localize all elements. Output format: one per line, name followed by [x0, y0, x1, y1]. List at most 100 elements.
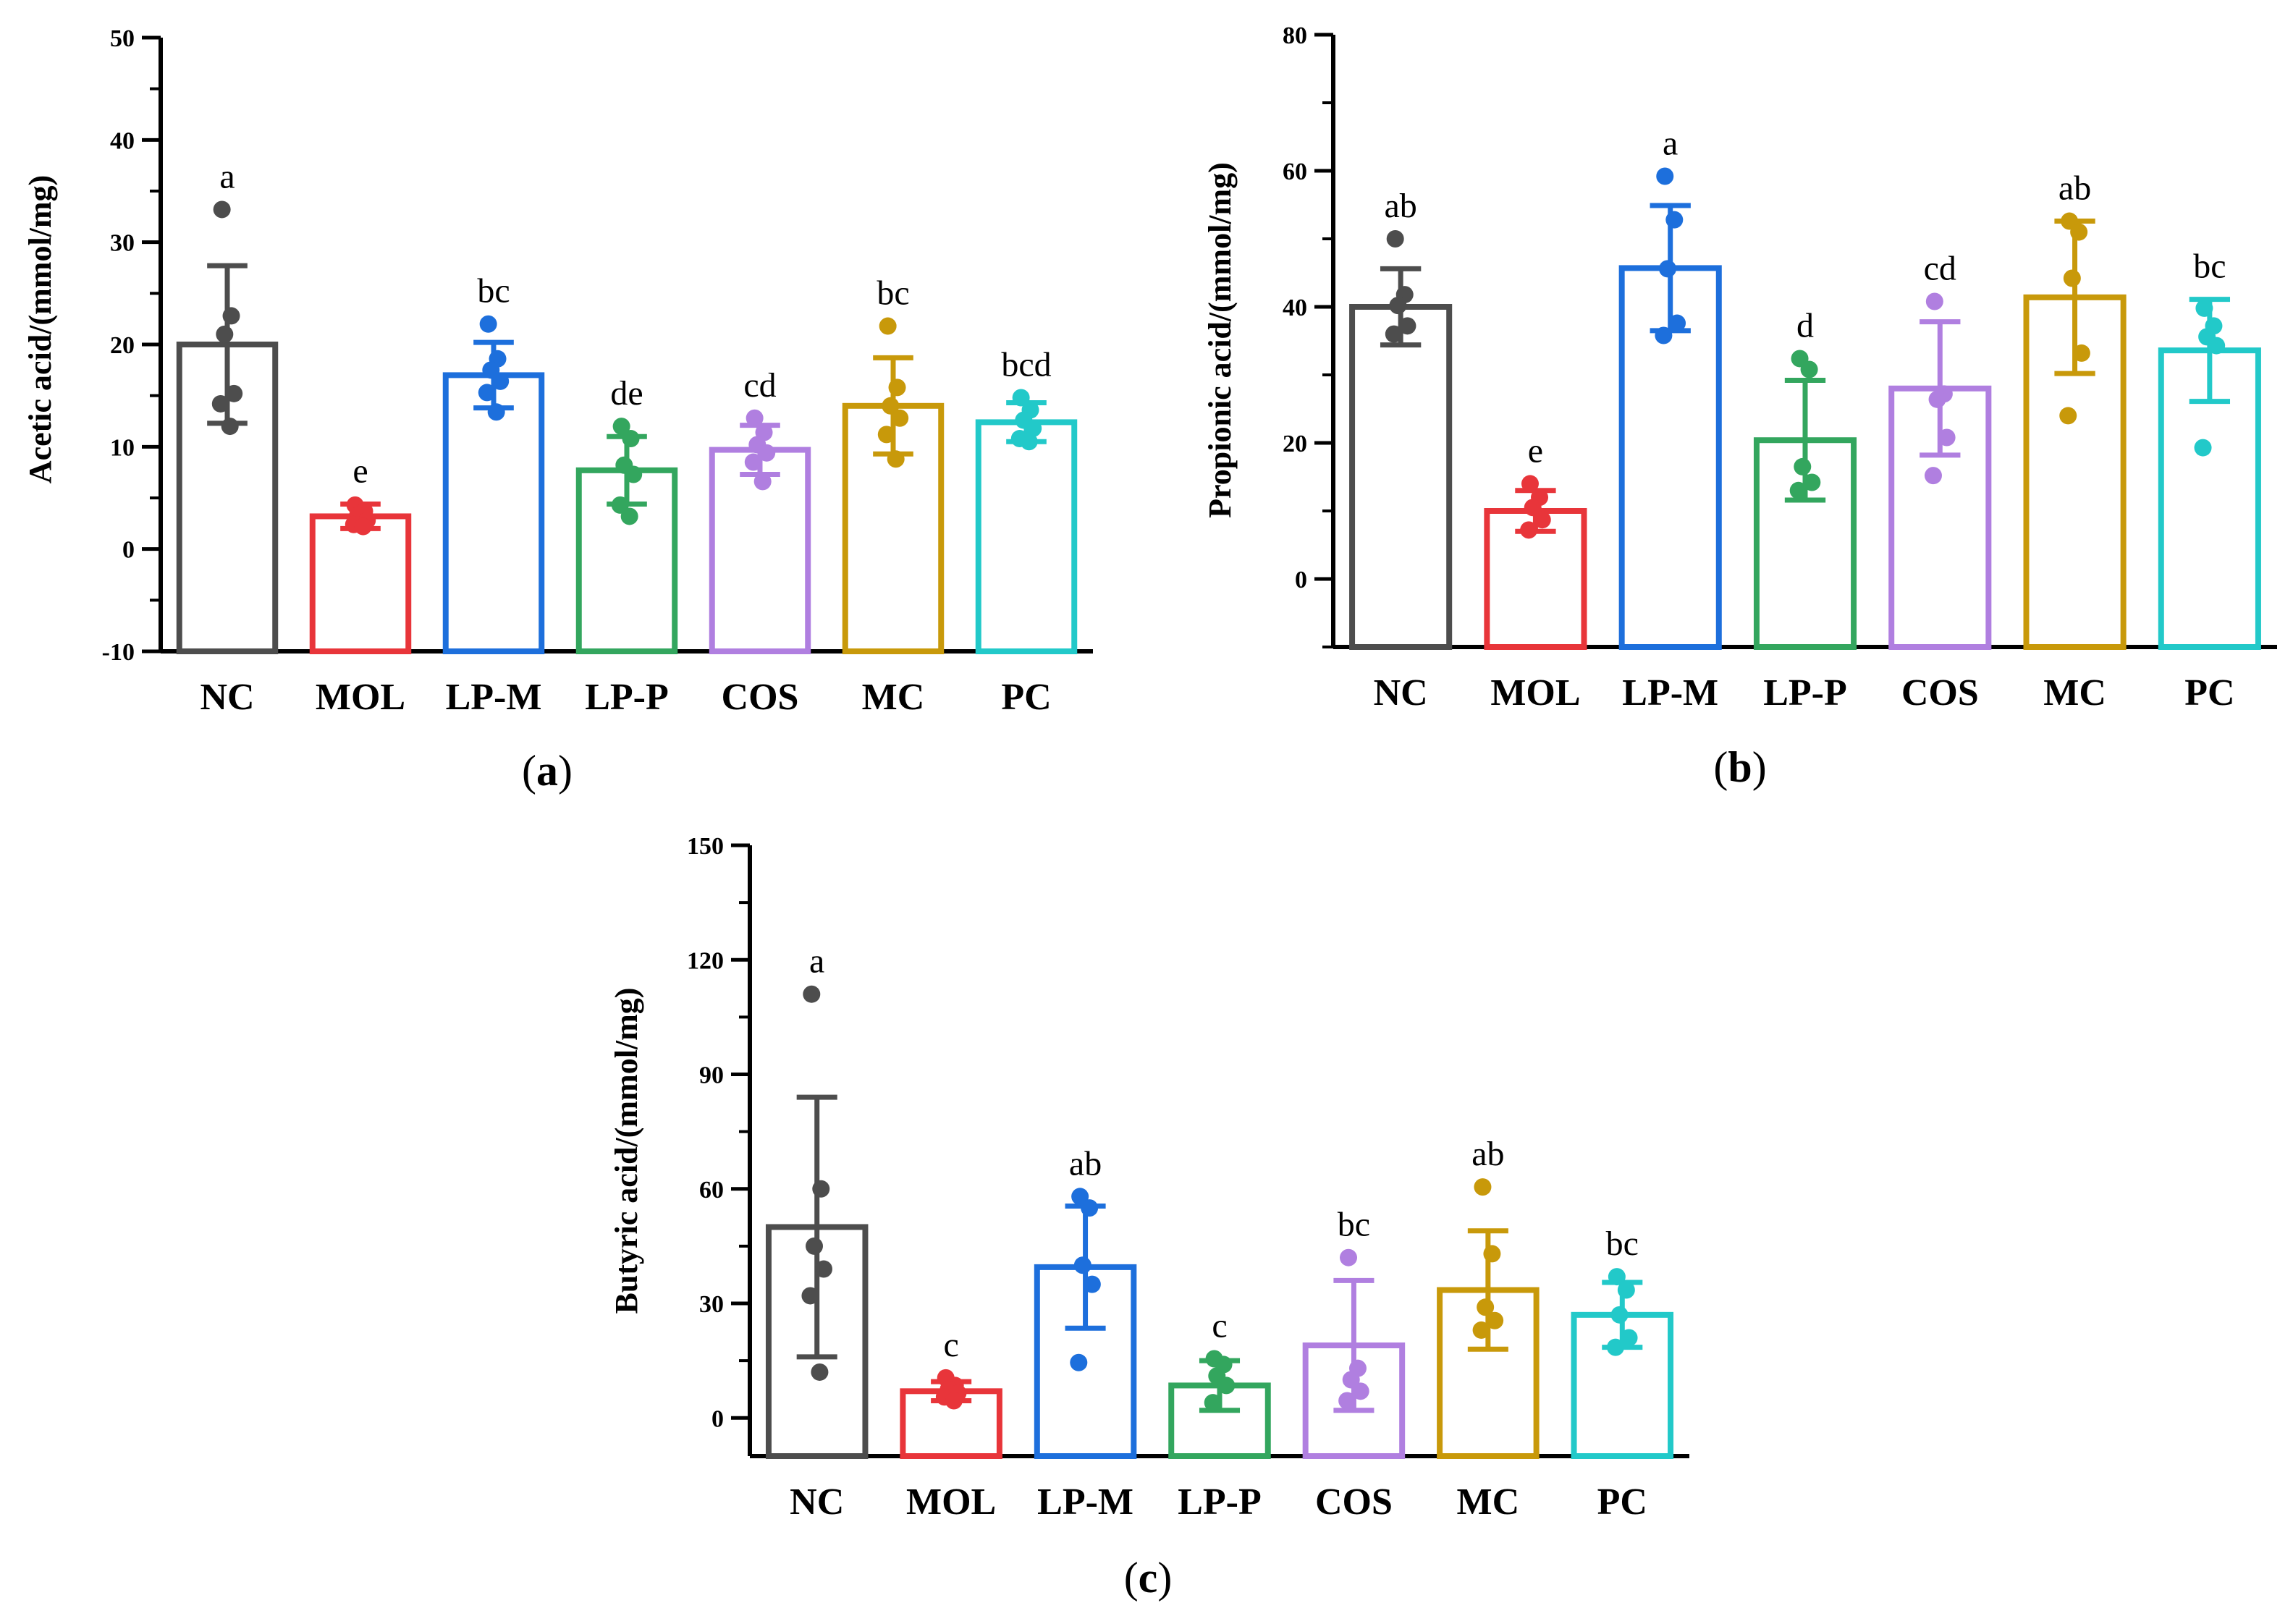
- bar-group-nc: a NC: [765, 942, 869, 1523]
- x-tick-label: COS: [1901, 672, 1979, 714]
- data-point: [620, 507, 638, 525]
- data-point: [801, 1287, 819, 1305]
- data-point: [1928, 390, 1946, 408]
- panel-a: -10 0 10 20 30 40 50 Acetic acid/(mmol/mg) a NC e M…: [22, 25, 1093, 795]
- data-point: [1083, 1275, 1101, 1293]
- bar-group-nc: ab NC: [1349, 187, 1453, 714]
- y-tick-label: 80: [1283, 22, 1307, 49]
- y-tick-label: 10: [110, 434, 135, 461]
- panel-caption: (c): [1124, 1554, 1173, 1602]
- significance-letter: ab: [1069, 1144, 1102, 1183]
- y-tick-label: 30: [110, 230, 135, 257]
- y-tick-label: 50: [110, 25, 135, 52]
- data-point: [1081, 1199, 1099, 1217]
- x-tick-label: MC: [862, 677, 925, 718]
- data-point: [1521, 475, 1539, 493]
- data-point: [1925, 292, 1943, 310]
- bar-group-mol: e MOL: [1484, 431, 1587, 714]
- data-point: [1655, 326, 1673, 344]
- bar-group-pc: bc PC: [2158, 248, 2261, 714]
- caption-open: (: [1713, 743, 1728, 791]
- significance-letter: bcd: [1001, 345, 1051, 384]
- x-tick-label: PC: [2184, 672, 2234, 714]
- data-point: [1520, 521, 1538, 539]
- y-axis-label: Butyric acid/(mmol/mg): [609, 988, 644, 1314]
- data-point: [1351, 1382, 1369, 1400]
- data-point: [753, 473, 772, 491]
- data-point: [1607, 1338, 1625, 1356]
- data-point: [945, 1392, 963, 1410]
- bar: [1349, 304, 1453, 650]
- significance-letter: cd: [743, 366, 776, 405]
- y-tick-label: -10: [102, 639, 135, 666]
- bar-group-cos: bc COS: [1302, 1206, 1406, 1523]
- data-point: [1533, 511, 1551, 529]
- data-point: [225, 384, 243, 402]
- significance-letter: e: [1528, 431, 1543, 470]
- y-tick-label: 120: [687, 947, 724, 974]
- data-point: [891, 409, 909, 427]
- bar: [975, 419, 1078, 654]
- data-point: [1524, 499, 1542, 517]
- x-tick-label: NC: [790, 1481, 844, 1523]
- data-point: [882, 397, 900, 415]
- bar-group-lp-m: ab LP-M: [1034, 1144, 1137, 1523]
- panel-c: 0 30 60 90 120 150 Butyric acid/(mmol/mg) a NC c M…: [609, 833, 1689, 1602]
- data-point: [1610, 1306, 1629, 1324]
- data-point: [221, 418, 239, 436]
- data-point: [1386, 230, 1404, 248]
- x-tick-label: LP-P: [1178, 1481, 1262, 1523]
- data-point: [216, 325, 234, 343]
- data-point: [746, 409, 764, 427]
- x-tick-label: PC: [1001, 677, 1051, 718]
- x-tick-label: LP-M: [1622, 672, 1718, 714]
- data-point: [1204, 1394, 1222, 1412]
- caption-close: ): [558, 747, 573, 795]
- significance-letter: d: [1796, 306, 1814, 344]
- x-tick-label: COS: [1315, 1481, 1393, 1523]
- bar-group-nc: a NC: [176, 157, 279, 718]
- data-point: [1668, 314, 1686, 332]
- y-axis-label: Propionic acid/(mmol/mg): [1202, 162, 1238, 518]
- data-point: [1071, 1188, 1089, 1206]
- data-point: [1658, 260, 1676, 278]
- panel-caption: (b): [1713, 743, 1766, 791]
- x-tick-label: LP-P: [585, 677, 669, 718]
- y-tick-label: 60: [1283, 158, 1307, 185]
- bar-group-mc: bc MC: [842, 274, 945, 718]
- data-point: [1794, 457, 1812, 475]
- significance-letter: bc: [2193, 248, 2226, 286]
- data-point: [1800, 360, 1818, 378]
- significance-letter: e: [352, 452, 368, 490]
- caption-letter: a: [536, 747, 558, 795]
- x-tick-label: LP-M: [1037, 1481, 1133, 1523]
- significance-letter: de: [610, 374, 643, 413]
- data-point: [2195, 299, 2213, 317]
- y-tick-label: 40: [1283, 295, 1307, 321]
- x-tick-label: MC: [1457, 1481, 1520, 1523]
- x-tick-label: NC: [1374, 672, 1428, 714]
- data-point: [1070, 1353, 1088, 1371]
- data-point: [1620, 1329, 1638, 1347]
- bar-group-mc: ab MC: [2023, 169, 2127, 714]
- x-tick-label: PC: [1597, 1481, 1647, 1523]
- data-point: [1338, 1392, 1356, 1410]
- data-point: [1938, 428, 1956, 447]
- significance-letter: c: [1212, 1306, 1227, 1345]
- caption-open: (: [522, 747, 536, 795]
- data-point: [806, 1237, 824, 1255]
- data-point: [2059, 407, 2077, 425]
- significance-letter: ab: [1471, 1135, 1504, 1173]
- data-point: [2070, 223, 2088, 241]
- data-point: [888, 378, 906, 397]
- significance-letter: a: [809, 942, 824, 981]
- y-tick-label: 0: [122, 537, 135, 564]
- data-point: [1472, 1321, 1490, 1339]
- data-point: [2194, 439, 2212, 457]
- x-tick-label: MC: [2043, 672, 2106, 714]
- data-point: [1477, 1298, 1495, 1316]
- data-point: [877, 426, 895, 444]
- data-point: [758, 444, 776, 462]
- data-point: [1342, 1371, 1360, 1389]
- y-tick-label: 20: [110, 332, 135, 359]
